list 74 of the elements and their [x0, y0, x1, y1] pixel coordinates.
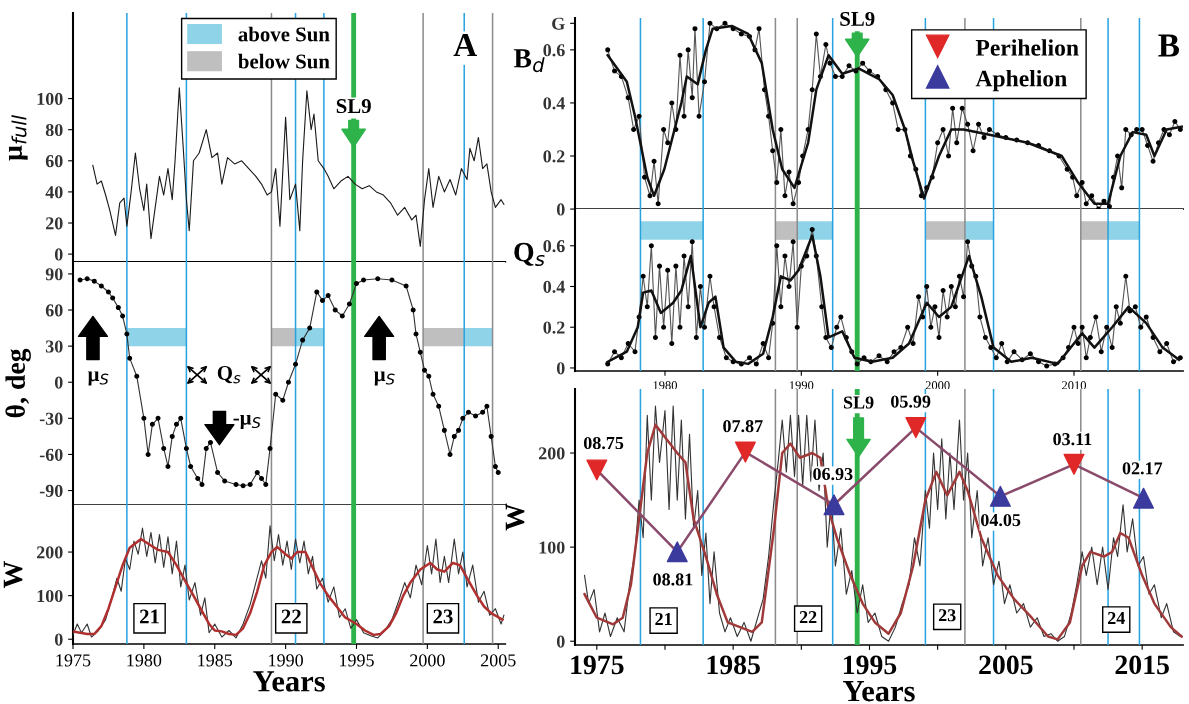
y-axis-title: μ$_{full}$	[8, 115, 28, 161]
annotation: 03.11	[1053, 433, 1092, 446]
chart-title: A	[453, 34, 477, 57]
annotation: SL9	[840, 11, 875, 26]
y-tick-label: 100	[37, 92, 63, 106]
x-tick-label: 2000	[410, 654, 445, 667]
annotation: 21	[655, 612, 672, 625]
x-tick-label: 2005	[480, 654, 516, 667]
y-tick-label: 0	[54, 376, 63, 389]
y-tick-label: 0.4	[543, 280, 565, 293]
annotation: 07.87	[723, 420, 763, 433]
annotation: 23	[433, 609, 453, 624]
y-tick-label: -90	[39, 484, 63, 497]
y-tick-label: -60	[39, 448, 63, 461]
y-tick-label: 60	[45, 155, 63, 168]
annotation: 21	[140, 609, 159, 624]
annotation: μ$_{S}$	[374, 371, 395, 386]
annotation: SL9	[336, 99, 371, 114]
y-axis-title: W	[3, 561, 23, 588]
y-tick-label: 0.6	[543, 240, 565, 253]
chart-title: B	[1158, 34, 1180, 57]
y-tick-label: 20	[45, 217, 63, 230]
annotation: μ$_{S}$	[87, 371, 109, 386]
y-tick-label: 0	[556, 362, 565, 375]
legend-label: Perihelion	[975, 39, 1079, 56]
y-tick-label: G	[552, 17, 565, 30]
y-tick-label: 0.2	[543, 321, 565, 334]
y-tick-label: 200	[36, 546, 63, 559]
legend-label: Aphelion	[975, 69, 1067, 92]
x-tick-label: 2005	[979, 655, 1033, 675]
x-tick-label: 2015	[1115, 655, 1169, 675]
y-tick-label: 0.2	[543, 150, 565, 163]
x-tick-label: 1985	[707, 655, 760, 675]
y-axis-title: W	[505, 503, 525, 531]
y-tick-label: 90	[45, 268, 63, 281]
y-tick-label: 40	[45, 186, 63, 199]
annotation: 06.93	[813, 467, 853, 481]
y-tick-label: 30	[45, 340, 63, 353]
x-tick-label: 1985	[198, 654, 233, 667]
x-tick-label: 1990	[269, 654, 303, 667]
y-tick-label: 0	[54, 633, 63, 646]
annotation: 08.75	[583, 436, 624, 450]
y-tick-label: 0.6	[543, 44, 565, 57]
annotation: 08.81	[653, 573, 693, 586]
x-tick-label: 1995	[340, 654, 374, 667]
y-tick-label: 200	[538, 447, 565, 460]
y-tick-label: 100	[539, 541, 565, 554]
y-tick-label: 100	[37, 589, 63, 603]
annotation: 23	[938, 609, 956, 622]
y-tick-label: 0	[556, 203, 565, 216]
y-tick-label: 0.4	[543, 97, 565, 110]
y-tick-label: 80	[45, 123, 63, 137]
x-tick-label: 1980	[127, 654, 162, 667]
annotation: 22	[281, 609, 301, 624]
annotation: 02.17	[1122, 462, 1163, 475]
annotation: 05.99	[891, 395, 931, 408]
annotation: Q$_{s}$	[217, 365, 241, 384]
x-tick-label: 1975	[571, 655, 624, 675]
y-tick-label: 60	[45, 304, 63, 317]
annotation: -μ$_{S}$	[233, 414, 261, 429]
y-axis-title: θ, deg	[5, 348, 31, 418]
x-tick-label: 1995	[843, 655, 897, 675]
annotation: 24	[1107, 611, 1125, 624]
annotation: 22	[799, 611, 817, 623]
y-tick-label: 0	[54, 248, 63, 261]
y-tick-label: 0	[556, 635, 565, 648]
y-tick-label: -30	[39, 412, 63, 425]
x-axis-title: Years	[253, 671, 325, 692]
legend-label: below Sun	[238, 53, 330, 69]
x-tick-label: 1975	[56, 654, 91, 667]
legend-label: above Sun	[238, 26, 330, 42]
x-axis-title: Years	[843, 681, 915, 702]
annotation: SL9	[843, 396, 874, 409]
annotation: 04.05	[981, 513, 1021, 527]
